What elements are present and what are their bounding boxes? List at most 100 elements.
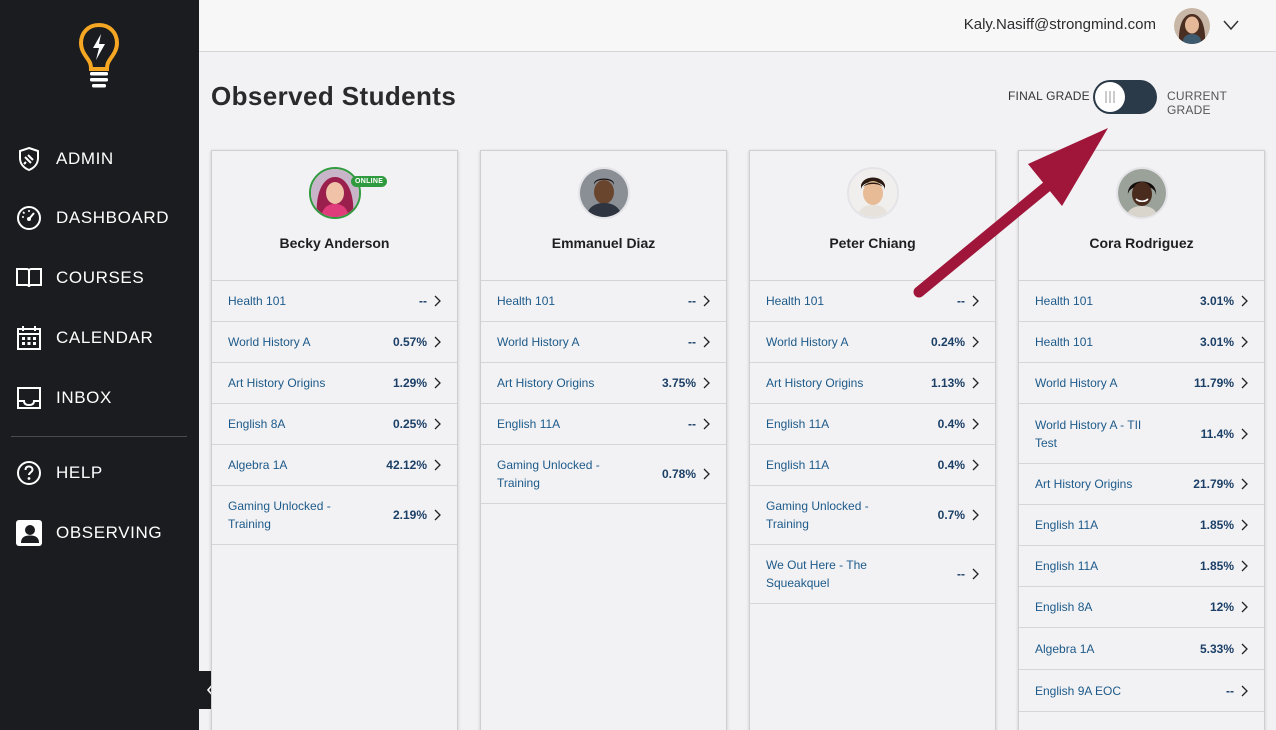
chevron-right-icon bbox=[434, 509, 441, 521]
course-grade: 1.85% bbox=[1199, 559, 1234, 573]
calendar-icon bbox=[15, 324, 43, 352]
course-row[interactable]: English 11A 1.85% bbox=[1019, 546, 1264, 587]
chevron-right-icon bbox=[1241, 295, 1248, 307]
chevron-right-icon bbox=[972, 418, 979, 430]
course-grade: 11.79% bbox=[1193, 376, 1234, 390]
course-name: Art History Origins bbox=[766, 376, 864, 390]
top-bar: Kaly.Nasiff@strongmind.com bbox=[199, 0, 1276, 52]
course-name: Health 101 bbox=[766, 294, 825, 308]
student-avatar bbox=[847, 167, 899, 219]
course-name: Health 101 bbox=[1035, 335, 1094, 349]
course-row[interactable]: Art History Origins 3.75% bbox=[481, 363, 726, 404]
chevron-right-icon bbox=[1241, 685, 1248, 696]
course-row[interactable]: English 11A 1.85% bbox=[1019, 505, 1264, 546]
course-row[interactable]: Art History Origins 1.29% bbox=[212, 363, 457, 404]
course-grade: 3.01% bbox=[1199, 294, 1234, 308]
course-name: Algebra 1A bbox=[228, 458, 288, 472]
chevron-right-icon bbox=[972, 459, 979, 471]
course-name: Algebra 1A bbox=[1035, 641, 1095, 656]
course-row[interactable]: World History A 11.79% bbox=[1019, 363, 1264, 404]
course-row[interactable]: Health 101 -- bbox=[481, 281, 726, 322]
page-title: Observed Students bbox=[211, 81, 457, 111]
course-grade: 3.75% bbox=[661, 376, 696, 390]
course-row[interactable]: We Out Here - The Squeakquel -- bbox=[750, 545, 995, 604]
user-avatar[interactable] bbox=[1174, 8, 1210, 44]
course-grade: 0.57% bbox=[392, 335, 427, 349]
course-name: World History A - TII Test bbox=[1035, 417, 1142, 450]
course-name: English 8A bbox=[1035, 600, 1093, 614]
student-name: Cora Rodriguez bbox=[1089, 235, 1194, 251]
student-card-header[interactable]: ONLINE Becky Anderson bbox=[212, 151, 457, 281]
student-avatar bbox=[309, 167, 361, 219]
course-grade: -- bbox=[957, 294, 965, 308]
chevron-right-icon bbox=[703, 418, 710, 430]
chevron-right-icon bbox=[972, 377, 979, 389]
course-row[interactable]: Algebra 1A 5.33% bbox=[1019, 628, 1264, 670]
course-row[interactable]: Health 101 3.01% bbox=[1019, 322, 1264, 363]
sidebar-item-inbox[interactable]: INBOX bbox=[0, 373, 199, 423]
course-row[interactable]: English 11A -- bbox=[481, 404, 726, 445]
chevron-right-icon bbox=[434, 377, 441, 389]
course-grade: 0.7% bbox=[937, 508, 965, 522]
course-row[interactable]: Gaming Unlocked - Training 0.78% bbox=[481, 445, 726, 504]
observing-icon bbox=[15, 519, 43, 547]
chevron-right-icon bbox=[1241, 643, 1248, 654]
student-card-header[interactable]: Peter Chiang bbox=[750, 151, 995, 281]
sidebar-item-admin[interactable]: ADMIN bbox=[0, 134, 199, 184]
course-row[interactable]: World History A -- bbox=[481, 322, 726, 363]
course-row[interactable]: Health 101 -- bbox=[750, 281, 995, 322]
course-row[interactable]: English 8A 0.25% bbox=[212, 404, 457, 445]
course-row[interactable]: Gaming Unlocked - Training 2.19% bbox=[212, 486, 457, 545]
course-row[interactable]: Algebra 1A 42.12% bbox=[212, 445, 457, 486]
course-row[interactable]: World History A 0.24% bbox=[750, 322, 995, 363]
chevron-down-icon[interactable] bbox=[1222, 16, 1240, 34]
help-icon bbox=[15, 459, 43, 487]
lightbulb-logo-icon[interactable] bbox=[78, 22, 120, 90]
course-grade: 0.4% bbox=[937, 417, 965, 431]
chevron-right-icon bbox=[1241, 601, 1248, 613]
course-row[interactable]: English 11A 0.4% bbox=[750, 404, 995, 445]
course-grade: 21.79% bbox=[1193, 477, 1234, 491]
chevron-right-icon bbox=[703, 377, 710, 389]
chevron-right-icon bbox=[972, 336, 979, 348]
course-row[interactable]: World History A - TII Test 11.4% bbox=[1019, 404, 1264, 464]
toggle-knob[interactable] bbox=[1095, 82, 1125, 112]
course-row[interactable]: Health 101 3.01% bbox=[1019, 281, 1264, 322]
grade-toggle: FINAL GRADE CURRENT GRADE bbox=[1008, 80, 1268, 117]
grade-toggle-switch[interactable] bbox=[1093, 80, 1157, 114]
course-row[interactable]: Art History Origins 1.13% bbox=[750, 363, 995, 404]
student-avatar bbox=[1116, 167, 1168, 219]
chevron-right-icon bbox=[434, 459, 441, 471]
course-row[interactable]: English 11A 0.4% bbox=[750, 445, 995, 486]
course-grade: 42.12% bbox=[386, 458, 427, 472]
course-grade: 0.4% bbox=[937, 458, 965, 472]
student-card-header[interactable]: Cora Rodriguez bbox=[1019, 151, 1264, 281]
student-avatar bbox=[578, 167, 630, 219]
course-row[interactable]: English 9A EOC -- bbox=[1019, 670, 1264, 712]
course-row[interactable]: Gaming Unlocked - Training 0.7% bbox=[750, 486, 995, 545]
course-grade: -- bbox=[1226, 683, 1234, 698]
course-row[interactable]: Art History Origins 21.79% bbox=[1019, 464, 1264, 505]
sidebar-item-help[interactable]: HELP bbox=[0, 448, 199, 498]
course-grade: -- bbox=[688, 294, 696, 308]
course-grade: 11.4% bbox=[1200, 426, 1234, 441]
chevron-right-icon bbox=[972, 295, 979, 307]
course-grade: -- bbox=[688, 417, 696, 431]
course-row[interactable]: English 8A 12% bbox=[1019, 587, 1264, 628]
course-row[interactable]: Health 101 -- bbox=[212, 281, 457, 322]
student-card-header[interactable]: Emmanuel Diaz bbox=[481, 151, 726, 281]
course-grade: 0.25% bbox=[392, 417, 427, 431]
course-row[interactable]: World History A 0.57% bbox=[212, 322, 457, 363]
course-grade: -- bbox=[419, 294, 427, 308]
chevron-right-icon bbox=[1241, 519, 1248, 531]
sidebar-item-calendar[interactable]: CALENDAR bbox=[0, 313, 199, 363]
sidebar-item-dashboard[interactable]: DASHBOARD bbox=[0, 193, 199, 243]
course-name: English 11A bbox=[1035, 559, 1099, 573]
sidebar-item-observing[interactable]: OBSERVING bbox=[0, 508, 199, 558]
inbox-icon bbox=[15, 384, 43, 412]
student-card: Emmanuel Diaz Health 101 -- World Histor… bbox=[480, 150, 727, 730]
chevron-right-icon bbox=[434, 336, 441, 348]
chevron-right-icon bbox=[703, 336, 710, 348]
chevron-right-icon bbox=[434, 418, 441, 430]
sidebar-item-courses[interactable]: COURSES bbox=[0, 253, 199, 303]
